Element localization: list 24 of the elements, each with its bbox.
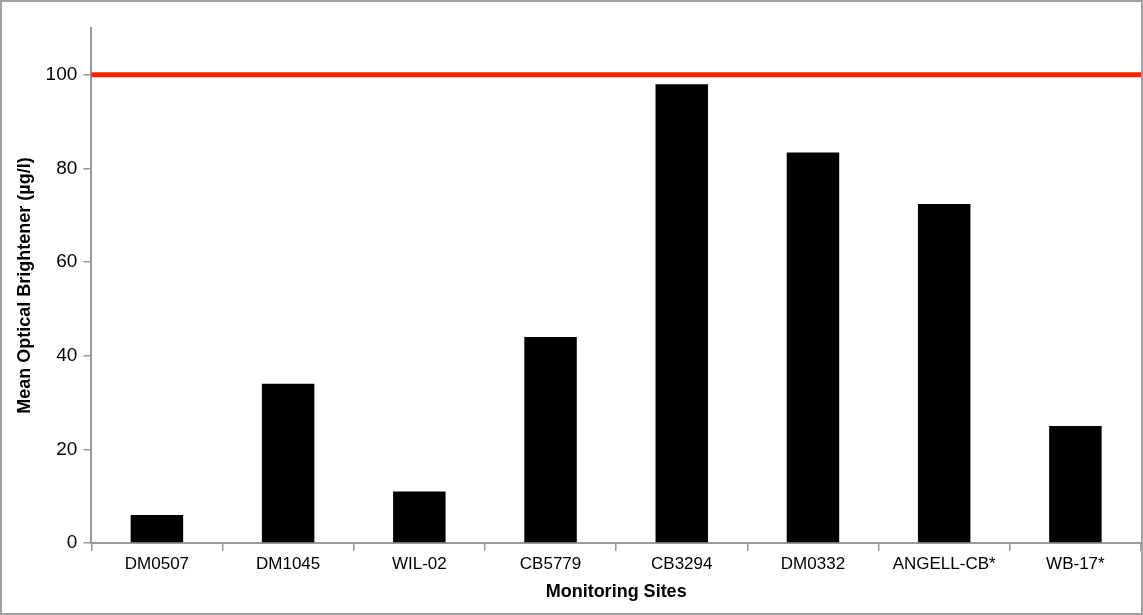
x-tick-label: CB5779	[519, 553, 582, 573]
x-tick-label: CB3294	[651, 553, 713, 573]
x-tick-label: DM1045	[255, 553, 321, 573]
x-tick-label: WB-17*	[1046, 553, 1106, 573]
bar	[393, 491, 446, 543]
x-axis-title: Monitoring Sites	[545, 581, 687, 602]
bar	[261, 383, 315, 543]
x-tick-label: ANGELL-CB*	[892, 553, 997, 573]
bar	[524, 337, 577, 543]
bar	[655, 84, 708, 543]
y-tick-label: 100	[45, 63, 78, 85]
y-axis-title: Mean Optical Brightener (µg/l)	[13, 157, 34, 414]
y-tick-label: 40	[56, 343, 78, 365]
bar	[917, 204, 971, 543]
y-tick-label: 20	[56, 437, 78, 459]
x-tick-label: DM0332	[780, 553, 846, 573]
y-tick-label: 0	[66, 531, 78, 553]
bar	[786, 152, 840, 543]
bar	[1049, 425, 1102, 543]
x-tick-label: WIL-02	[391, 553, 447, 573]
bar	[130, 514, 184, 543]
y-tick-label: 60	[56, 250, 78, 272]
y-tick-label: 80	[56, 156, 78, 178]
x-tick-label: DM0507	[124, 553, 190, 573]
